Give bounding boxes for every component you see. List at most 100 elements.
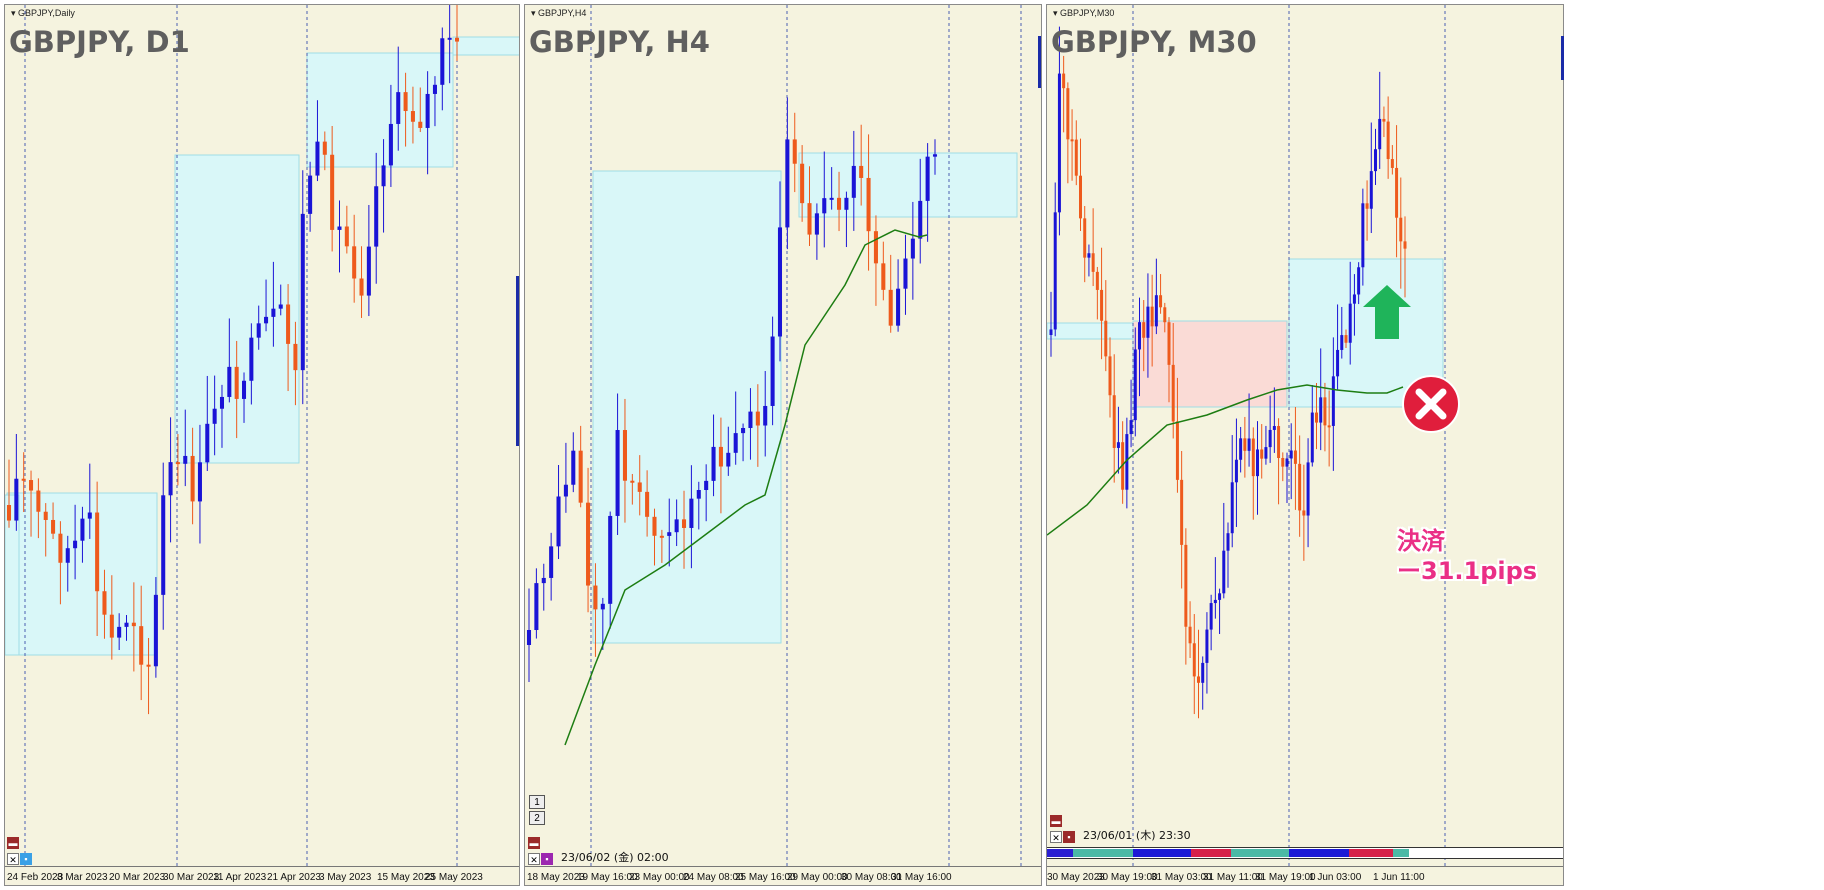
session-segment (1393, 849, 1409, 857)
close-subwindow-icon[interactable]: ✕ (7, 853, 19, 865)
candle-body (608, 515, 613, 604)
candle-body (352, 246, 357, 279)
candle-body (1184, 544, 1188, 627)
price-plot-h4[interactable] (525, 5, 1042, 869)
exit-annotation-line2: ー31.1pips (1397, 557, 1538, 585)
exit-x-mark-icon (1415, 388, 1447, 420)
entry-up-arrow-icon (1363, 285, 1411, 339)
candle-body (1146, 306, 1150, 338)
candle-body (1395, 167, 1399, 218)
candle-body (615, 430, 620, 516)
window-icon[interactable]: ▪ (541, 853, 553, 865)
candle-body (1323, 397, 1327, 426)
candle-body (432, 84, 437, 94)
window-icon[interactable]: ▪ (20, 853, 32, 865)
candle-body (1062, 73, 1066, 89)
candle-body (175, 462, 180, 465)
scrollbar-indicator[interactable] (1038, 36, 1041, 88)
candle-body (1070, 139, 1074, 142)
candle-body (1298, 463, 1302, 511)
candle-body (1116, 442, 1120, 448)
chart-title: GBPJPY, M30 (1051, 25, 1257, 59)
candle-body (1243, 438, 1247, 451)
indicator-menu-icon[interactable]: ▬ (7, 837, 19, 849)
candle-body (212, 408, 217, 424)
candle-body (73, 540, 78, 549)
candle-body (1390, 159, 1394, 168)
candle-body (381, 165, 386, 187)
candle-body (571, 450, 576, 485)
candle-body (183, 455, 188, 464)
scrollbar-indicator[interactable] (516, 276, 519, 446)
candle-body (322, 141, 327, 155)
candle-body (896, 288, 901, 326)
candle-body (1234, 459, 1238, 483)
x-axis-tick-label: 29 May 00:00 (787, 872, 848, 883)
candle-body (1133, 349, 1137, 421)
candle-body (1399, 217, 1403, 242)
session-segment (1349, 849, 1393, 857)
candle-body (726, 452, 731, 467)
candle-body (1125, 434, 1129, 490)
candle-body (1213, 599, 1217, 604)
candle-body (785, 139, 790, 228)
candle-body (1142, 322, 1146, 338)
candle-body (1293, 450, 1297, 464)
chart-panel-m30[interactable]: ▾ GBPJPY,M30 GBPJPY, M30 ▬ ✕ ▪ 23/06/01 … (1046, 4, 1564, 886)
indicator-menu-icon[interactable]: ▬ (1050, 815, 1062, 827)
candle-body (1104, 320, 1108, 357)
candle-body (1087, 253, 1091, 258)
candle-body (1159, 295, 1163, 308)
candle-body (117, 626, 122, 638)
x-axis-tick-label: 19 May 16:00 (577, 872, 638, 883)
candle-body (1319, 397, 1323, 423)
candle-body (748, 411, 753, 428)
subwindow-button-1[interactable]: 1 (529, 795, 545, 809)
candle-body (95, 512, 100, 592)
candle-body (549, 546, 554, 578)
zone-rect (1047, 322, 1136, 340)
price-plot-d1[interactable] (5, 5, 520, 869)
candle-body (1281, 458, 1285, 467)
dropdown-arrow-icon[interactable]: ▾ (11, 8, 16, 18)
candle-body (1272, 426, 1276, 430)
candle-body (873, 231, 878, 264)
candle-body (146, 664, 151, 667)
close-subwindow-icon[interactable]: ✕ (528, 853, 540, 865)
candle-body (1209, 603, 1213, 630)
window-icon[interactable]: ▪ (1063, 831, 1075, 843)
candle-body (1268, 429, 1272, 448)
candle-body (1403, 241, 1407, 249)
price-plot-m30[interactable] (1047, 5, 1564, 869)
scrollbar-indicator[interactable] (1561, 36, 1564, 80)
subwindow-button-2[interactable]: 2 (529, 811, 545, 825)
x-axis-tick-label: 15 May 2023 (377, 872, 435, 883)
x-axis-tick-label: 25 May 2023 (425, 872, 483, 883)
candle-body (593, 585, 598, 610)
candle-body (844, 197, 849, 210)
chart-panel-d1[interactable]: ▾ GBPJPY,Daily GBPJPY, D1 ▬ ✕ ▪ 24 Feb 2… (4, 4, 520, 886)
candle-body (1352, 294, 1356, 304)
dropdown-arrow-icon[interactable]: ▾ (1053, 8, 1058, 18)
candle-body (1100, 289, 1104, 321)
candle-body (388, 123, 393, 166)
close-subwindow-icon[interactable]: ✕ (1050, 831, 1062, 843)
candle-body (1188, 626, 1192, 644)
session-color-bar (1047, 847, 1563, 859)
candle-body (1205, 629, 1209, 663)
chart-title: GBPJPY, H4 (529, 25, 710, 59)
session-segment (1073, 849, 1133, 857)
x-axis-tick-label: 30 May 2023 (1047, 872, 1105, 883)
candle-body (851, 165, 856, 198)
indicator-menu-icon[interactable]: ▬ (528, 837, 540, 849)
candle-body (1361, 203, 1365, 268)
chart-panel-h4[interactable]: ▾ GBPJPY,H4 GBPJPY, H4 1 2 ▬ ✕ ▪ 23/06/0… (524, 4, 1042, 886)
x-axis-tick-label: 30 May 08:00 (841, 872, 902, 883)
candle-body (286, 304, 291, 344)
exit-annotation-line1: 決済 (1397, 527, 1445, 555)
candle-body (1251, 438, 1255, 477)
candle-body (6, 505, 12, 521)
candle-body (43, 511, 48, 520)
dropdown-arrow-icon[interactable]: ▾ (531, 8, 536, 18)
x-axis-tick-label: 24 Feb 2023 (7, 872, 64, 883)
